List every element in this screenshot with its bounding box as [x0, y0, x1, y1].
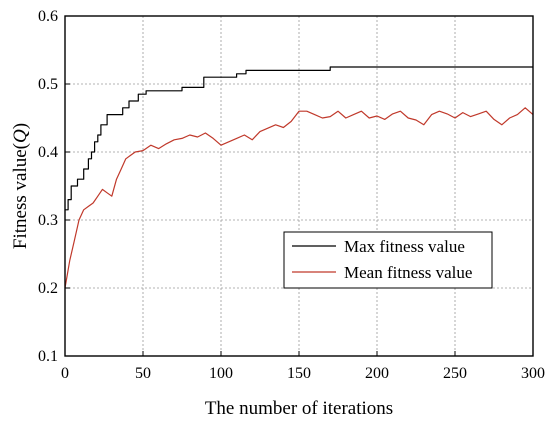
- ticks: 0 50 100 150 200 250 300 0.1 0.2 0.3 0.4 0.5 0.6: [38, 8, 545, 382]
- y-axis-title-variable: Q: [10, 129, 31, 143]
- y-tick-label: 0.4: [38, 144, 58, 161]
- x-tick-label: 300: [521, 365, 545, 382]
- legend: Max fitness value Mean fitness value: [283, 231, 493, 289]
- y-tick-label: 0.1: [38, 348, 58, 365]
- series-mean-fitness-line: [64, 107, 534, 289]
- legend-label-max-fitness: Max fitness value: [344, 237, 465, 256]
- series-layer: [64, 66, 534, 289]
- x-tick-label: 0: [61, 365, 69, 382]
- x-tick-label: 150: [287, 365, 311, 382]
- legend-label-mean-fitness: Mean fitness value: [344, 263, 472, 282]
- grid: [65, 16, 533, 356]
- x-axis-title: The number of iterations: [205, 398, 393, 419]
- legend-box: [283, 231, 493, 289]
- y-tick-label: 0.2: [38, 280, 58, 297]
- x-tick-label: 50: [135, 365, 151, 382]
- y-tick-label: 0.6: [38, 8, 58, 25]
- y-tick-label: 0.3: [38, 212, 58, 229]
- x-tick-label: 200: [365, 365, 389, 382]
- y-axis-title-suffix: ): [10, 123, 31, 129]
- x-tick-label: 100: [209, 365, 233, 382]
- y-tick-label: 0.5: [38, 76, 58, 93]
- y-axis-title-prefix: Fitness value(: [10, 143, 31, 249]
- x-tick-label: 250: [443, 365, 467, 382]
- y-axis-title: Fitness value(Q): [10, 123, 31, 249]
- series-max-fitness-line: [65, 66, 533, 211]
